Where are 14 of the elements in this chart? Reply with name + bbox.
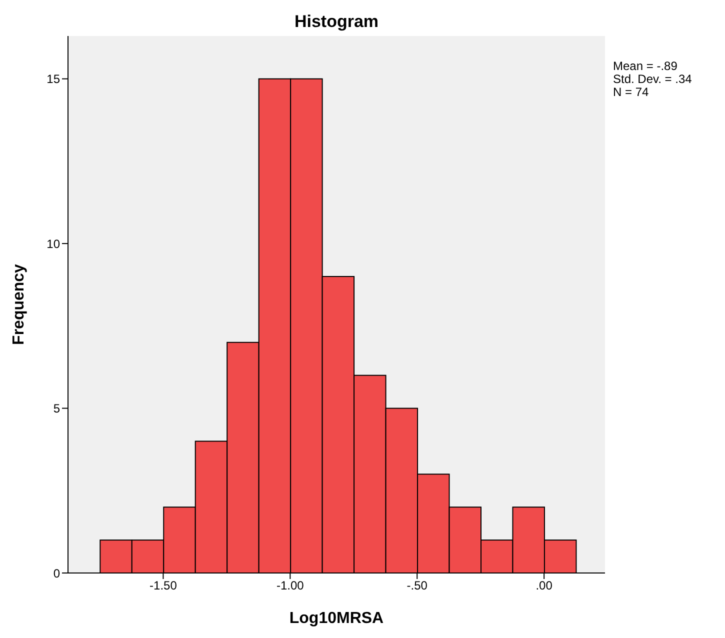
y-tick-label: 10: [46, 236, 60, 251]
text: Std. Dev. = .34: [613, 72, 692, 86]
x-tick-label: -1.50: [150, 578, 178, 593]
x-tick-label: .00: [536, 578, 553, 593]
chart-title: Histogram: [293, 12, 380, 32]
y-tick-label: 15: [46, 72, 60, 86]
y-tick-label: 0: [53, 566, 60, 580]
text: N = 74: [613, 85, 650, 99]
y-axis-title: Frequency: [10, 264, 28, 345]
text: Mean = -.89: [613, 59, 678, 73]
y-tick-label: 5: [53, 402, 60, 416]
x-axis-title: Log10MRSA: [289, 610, 384, 627]
x-tick-label: -.50: [406, 578, 428, 593]
x-tick-label: -1.00: [276, 578, 304, 593]
